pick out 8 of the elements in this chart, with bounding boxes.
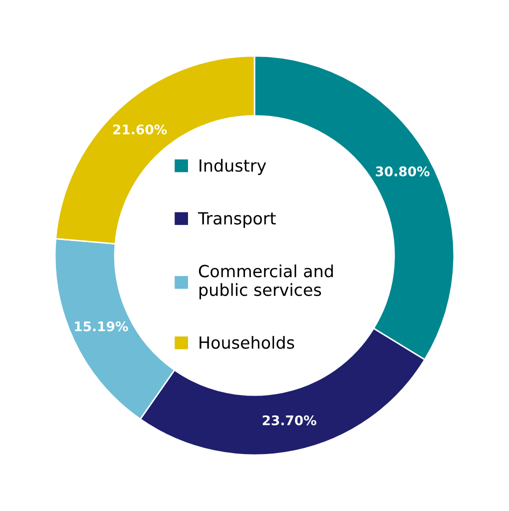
data-label: 15.19% — [74, 321, 128, 332]
legend-label: Transport — [198, 212, 276, 228]
legend-label: Industry — [200, 158, 266, 176]
legend-label: Commercial and public services — [198, 264, 333, 300]
legend-label: Households — [200, 336, 294, 349]
data-label: 30.80% — [376, 166, 430, 176]
data-label: 21.60% — [113, 124, 167, 134]
data-label: 23.70% — [262, 415, 316, 426]
